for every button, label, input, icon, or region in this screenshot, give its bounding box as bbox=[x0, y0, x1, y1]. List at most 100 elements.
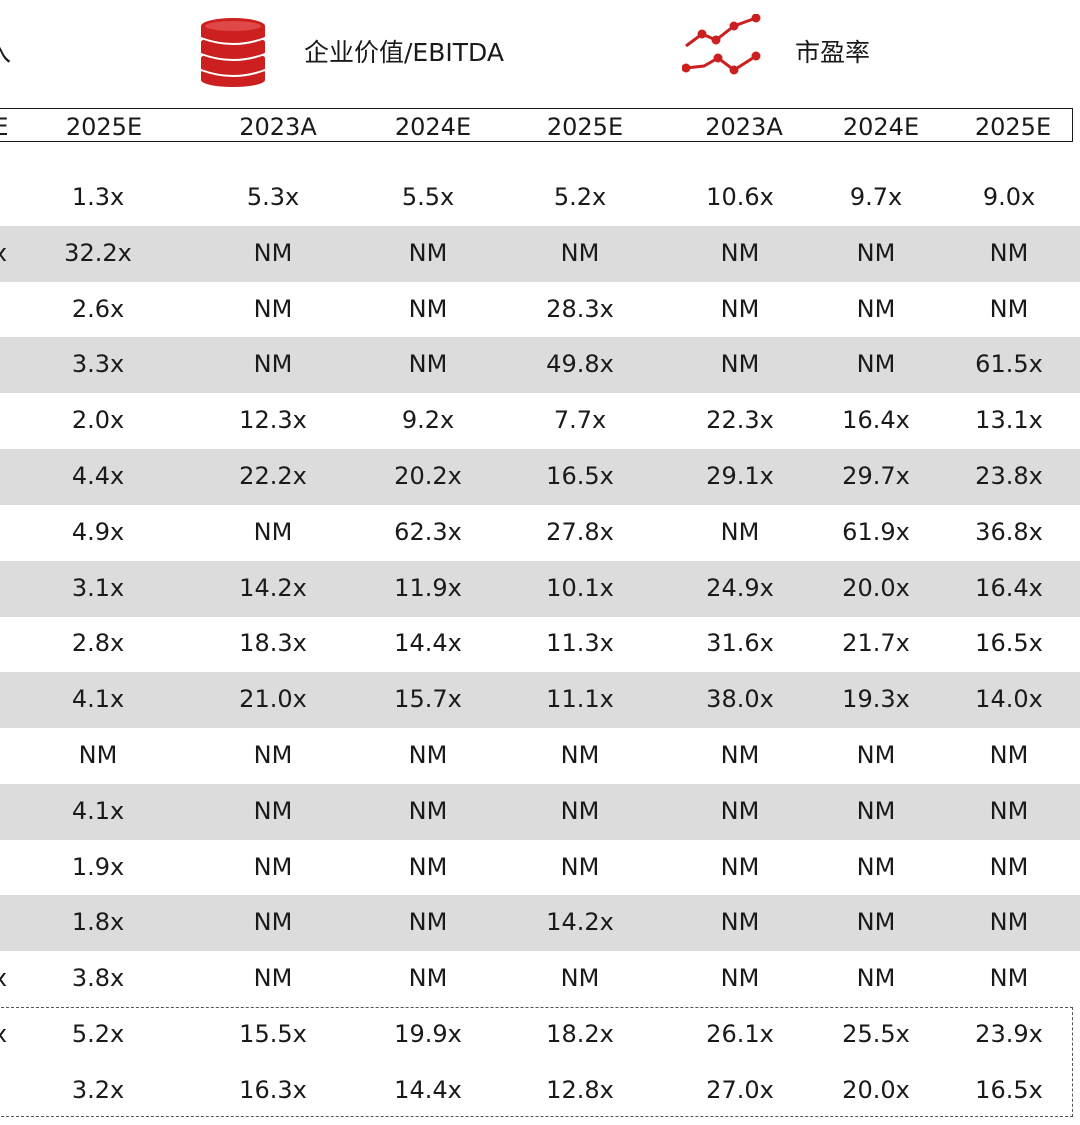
revenue-header-fragment: 入 bbox=[0, 33, 11, 69]
table-row: 3.1x 14.2x 11.9x 10.1x 24.9x 20.0x 16.4x bbox=[0, 560, 1080, 617]
value-cell: NM bbox=[856, 908, 896, 937]
year-label: 2025E bbox=[974, 113, 1052, 141]
value-cell: 10.1x bbox=[546, 573, 614, 602]
year-label: 2025E bbox=[546, 113, 624, 141]
value-cell: NM bbox=[253, 517, 293, 546]
summary-box bbox=[0, 1007, 1073, 1117]
value-cell: NM bbox=[989, 294, 1029, 323]
value-cell: 4.1x bbox=[71, 685, 125, 714]
table-row: x 32.2x NM NM NM NM NM NM bbox=[0, 225, 1080, 282]
value-cell: 19.3x bbox=[842, 685, 910, 714]
value-cell: NM bbox=[253, 741, 293, 769]
value-cell: 11.9x bbox=[394, 573, 462, 602]
value-cell: 27.0x bbox=[706, 1075, 774, 1104]
value-cell: 10.6x bbox=[706, 183, 774, 211]
value-cell: 18.2x bbox=[546, 1020, 614, 1048]
cut-off-cell: x bbox=[0, 1020, 30, 1048]
value-cell: NM bbox=[989, 908, 1029, 937]
value-cell: 19.9x bbox=[394, 1020, 462, 1048]
value-cell: 3.2x bbox=[71, 1075, 125, 1104]
value-cell: NM bbox=[856, 294, 896, 323]
year-label: 2024E bbox=[394, 113, 472, 141]
pe-ratio-header: 市盈率 bbox=[795, 38, 871, 67]
value-cell: 3.8x bbox=[71, 964, 125, 993]
value-cell: 20.2x bbox=[394, 462, 462, 490]
value-cell: 7.7x bbox=[553, 406, 607, 435]
value-cell: 9.0x bbox=[982, 183, 1036, 211]
value-cell: 21.0x bbox=[239, 685, 307, 714]
value-cell: 11.1x bbox=[546, 685, 614, 714]
value-cell: NM bbox=[856, 796, 896, 825]
value-cell: 15.7x bbox=[394, 685, 462, 714]
value-cell: NM bbox=[253, 964, 293, 993]
value-cell: 25.5x bbox=[842, 1020, 910, 1048]
value-cell: NM bbox=[720, 796, 760, 825]
value-cell: NM bbox=[856, 238, 896, 267]
value-cell: NM bbox=[408, 350, 448, 379]
value-cell: 13.1x bbox=[975, 406, 1043, 435]
value-cell: 18.3x bbox=[239, 629, 307, 658]
value-cell: 2.0x bbox=[71, 406, 125, 435]
value-cell: 1.8x bbox=[71, 908, 125, 937]
value-cell: NM bbox=[720, 741, 760, 769]
value-cell: NM bbox=[560, 852, 600, 881]
value-cell: 26.1x bbox=[706, 1020, 774, 1048]
value-cell: 28.3x bbox=[546, 294, 614, 323]
value-cell: 4.9x bbox=[71, 517, 125, 546]
value-cell: NM bbox=[720, 294, 760, 323]
line-chart-icon bbox=[682, 14, 761, 75]
value-cell: 4.1x bbox=[71, 796, 125, 825]
table-row: 1.8x NM NM 14.2x NM NM NM bbox=[0, 895, 1080, 952]
value-cell: NM bbox=[253, 852, 293, 881]
value-cell: 16.4x bbox=[842, 406, 910, 435]
table-row: x 5.2x 15.5x 19.9x 18.2x 26.1x 25.5x 23.9x bbox=[0, 1007, 1080, 1063]
value-cell: NM bbox=[253, 294, 293, 323]
value-cell: 12.8x bbox=[546, 1075, 614, 1104]
value-cell: 16.5x bbox=[546, 462, 614, 490]
value-cell: 62.3x bbox=[394, 517, 462, 546]
value-cell: 16.3x bbox=[239, 1075, 307, 1104]
year-label: 2025E bbox=[65, 113, 143, 141]
value-cell: 16.5x bbox=[975, 629, 1043, 658]
value-cell: 9.7x bbox=[849, 183, 903, 211]
value-cell: 12.3x bbox=[239, 406, 307, 435]
table-row: NM NM NM NM NM NM NM bbox=[0, 728, 1080, 784]
coin-stack-icon bbox=[200, 18, 266, 87]
value-cell: 20.0x bbox=[842, 1075, 910, 1104]
value-cell: NM bbox=[560, 238, 600, 267]
table-row: 2.6x NM NM 28.3x NM NM NM bbox=[0, 282, 1080, 338]
value-cell: NM bbox=[560, 741, 600, 769]
value-cell: NM bbox=[78, 741, 118, 769]
value-cell: 14.0x bbox=[975, 685, 1043, 714]
table-row: 3.3x NM NM 49.8x NM NM 61.5x bbox=[0, 337, 1080, 394]
value-cell: NM bbox=[720, 852, 760, 881]
value-cell: NM bbox=[989, 964, 1029, 993]
value-cell: 9.2x bbox=[401, 406, 455, 435]
value-cell: NM bbox=[408, 294, 448, 323]
value-cell: 1.3x bbox=[71, 183, 125, 211]
value-cell: NM bbox=[408, 964, 448, 993]
value-cell: 29.1x bbox=[706, 462, 774, 490]
year-header-row: E 2025E 2023A 2024E 2025E 2023A 2024E 20… bbox=[0, 108, 1073, 142]
value-cell: NM bbox=[856, 964, 896, 993]
table-row: 4.1x NM NM NM NM NM NM bbox=[0, 783, 1080, 840]
value-cell: 14.2x bbox=[239, 573, 307, 602]
year-label-fragment: E bbox=[0, 113, 9, 141]
table-row: 4.4x 22.2x 20.2x 16.5x 29.1x 29.7x 23.8x bbox=[0, 449, 1080, 505]
value-cell: NM bbox=[408, 741, 448, 769]
value-cell: 4.4x bbox=[71, 462, 125, 490]
value-cell: 32.2x bbox=[64, 238, 132, 267]
value-cell: NM bbox=[720, 238, 760, 267]
value-cell: NM bbox=[989, 741, 1029, 769]
value-cell: NM bbox=[408, 796, 448, 825]
value-cell: NM bbox=[253, 796, 293, 825]
value-cell: NM bbox=[253, 908, 293, 937]
value-cell: 14.4x bbox=[394, 629, 462, 658]
ev-ebitda-header: 企业价值/EBITDA bbox=[304, 38, 504, 67]
table-row: 3.2x 16.3x 14.4x 12.8x 27.0x 20.0x 16.5x bbox=[0, 1063, 1080, 1119]
value-cell: NM bbox=[720, 517, 760, 546]
value-cell: 3.1x bbox=[71, 573, 125, 602]
value-cell: 27.8x bbox=[546, 517, 614, 546]
value-cell: 14.4x bbox=[394, 1075, 462, 1104]
value-cell: 21.7x bbox=[842, 629, 910, 658]
